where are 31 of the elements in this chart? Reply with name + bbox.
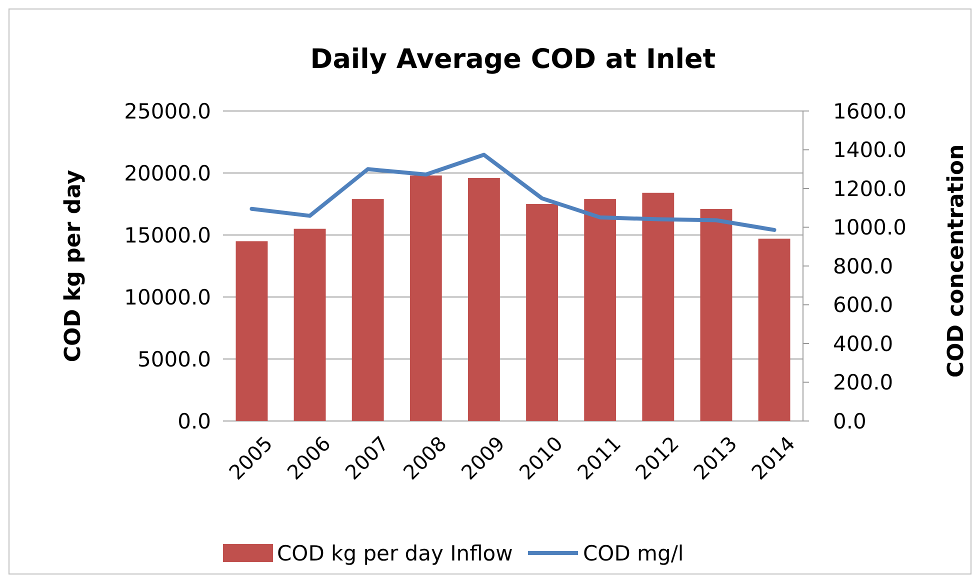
y2-tick-label: 800.0 <box>833 254 894 278</box>
y-tick-label: 10000.0 <box>124 285 211 310</box>
legend-label: COD mg/l <box>583 541 684 566</box>
y2-tick-label: 1400.0 <box>833 138 906 162</box>
line-series <box>250 152 776 232</box>
bar <box>352 199 384 421</box>
bar <box>526 204 558 421</box>
y2-tick-label: 600.0 <box>833 293 894 318</box>
y-axis-title: COD kg per day <box>61 170 86 362</box>
bar <box>758 238 790 421</box>
y2-tick-label: 0.0 <box>833 409 866 434</box>
y-tick-label: 0.0 <box>178 409 211 434</box>
y2-tick-label: 1600.0 <box>833 99 906 124</box>
y2-tick-label: 1000.0 <box>833 216 906 240</box>
y-tick-label: 5000.0 <box>138 347 211 372</box>
y-tick-label: 25000.0 <box>124 99 211 124</box>
legend-label: COD kg per day Inflow <box>277 541 513 566</box>
bar <box>410 175 442 421</box>
bar <box>236 241 268 421</box>
bar <box>468 178 500 421</box>
y-tick-label: 20000.0 <box>124 161 211 186</box>
bar <box>294 228 326 421</box>
y2-tick-label: 400.0 <box>833 332 894 356</box>
bar <box>700 208 732 421</box>
y-tick-label: 15000.0 <box>124 223 211 248</box>
bar <box>642 192 674 421</box>
y2-tick-label: 1200.0 <box>833 176 906 201</box>
y2-tick-label: 200.0 <box>833 370 894 395</box>
y2-axis-title: COD concentration <box>944 144 969 378</box>
bar <box>584 199 616 421</box>
chart-title: Daily Average COD at Inlet <box>310 44 716 75</box>
